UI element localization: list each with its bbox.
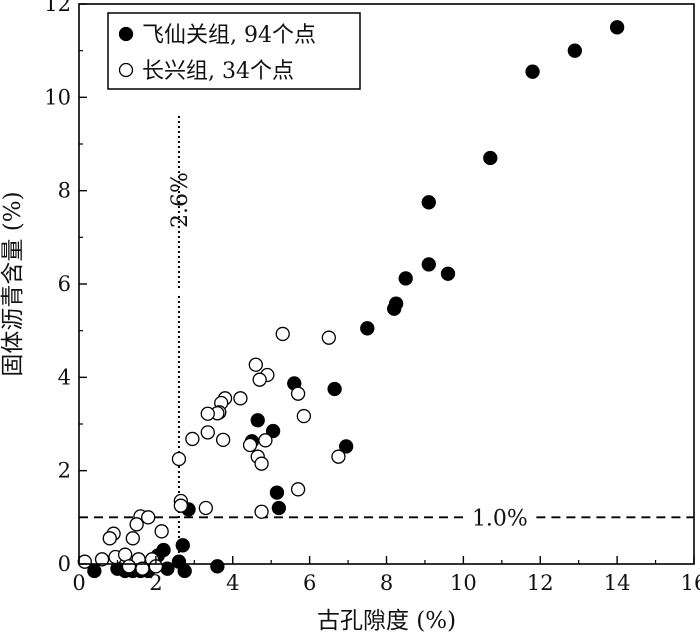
data-point-changxing (173, 498, 189, 513)
data-point-changxing (125, 531, 140, 546)
y-tick-label: 0 (58, 552, 71, 576)
data-point-changxing (248, 357, 263, 372)
data-point-changxing (252, 372, 267, 387)
x-tick-label: 2 (149, 571, 162, 595)
legend-marker (118, 26, 134, 42)
data-point-changxing (185, 431, 200, 447)
legend-marker (118, 62, 134, 78)
y-tick-label: 2 (58, 459, 71, 483)
x-tick-label: 16 (681, 571, 700, 595)
data-point-changxing (254, 456, 269, 471)
data-point-changxing (254, 504, 269, 519)
legend-label: 飞仙关组, 94个点 (142, 23, 316, 48)
x-tick-label: 4 (226, 571, 239, 595)
data-point-changxing (290, 482, 306, 497)
y-tick-label: 6 (58, 272, 71, 296)
data-point-changxing (154, 524, 169, 539)
data-point-changxing (129, 517, 144, 532)
data-point-changxing (141, 510, 156, 525)
data-point-feixianguan (440, 266, 456, 281)
data-point-feixianguan (327, 381, 342, 397)
legend-label: 长兴组, 34个点 (142, 59, 294, 84)
y-tick-label: 4 (58, 365, 71, 389)
data-point-changxing (331, 449, 346, 464)
data-point-feixianguan (269, 485, 285, 500)
data-point-feixianguan (387, 301, 402, 316)
x-tick-label: 14 (604, 571, 631, 595)
data-point-feixianguan (567, 43, 582, 58)
x-tick-label: 10 (450, 571, 477, 595)
data-point-changxing (102, 531, 117, 546)
plot-layer: 2.6% 1.0% (77, 20, 694, 579)
data-point-feixianguan (177, 563, 192, 579)
y-axis-title: 固体沥青含量 (%) (0, 191, 26, 376)
data-point-feixianguan (525, 64, 540, 79)
x-axis-title: 古孔隙度 (%) (317, 608, 456, 634)
data-point-feixianguan (175, 538, 190, 553)
data-point-changxing (198, 500, 213, 516)
data-point-changxing (171, 451, 187, 467)
data-point-feixianguan (360, 321, 375, 336)
data-point-feixianguan (421, 195, 436, 210)
data-point-changxing (117, 547, 133, 562)
data-point-changxing (321, 330, 336, 345)
data-point-feixianguan (265, 423, 281, 439)
data-point-changxing (296, 408, 312, 424)
data-point-feixianguan (398, 271, 413, 286)
data-point-changxing (258, 433, 273, 448)
x-tick-label: 6 (303, 571, 316, 595)
x-tick-label: 12 (527, 571, 554, 595)
data-point-changxing (275, 326, 290, 342)
data-point-changxing (200, 425, 215, 440)
data-point-changxing (94, 552, 110, 567)
data-point-changxing (200, 406, 215, 421)
y-tick-label: 10 (44, 85, 71, 109)
data-point-changxing (135, 561, 150, 576)
y-tick-label: 8 (58, 179, 71, 203)
data-point-changxing (121, 559, 137, 574)
data-point-changxing (233, 391, 248, 406)
data-point-feixianguan (338, 439, 354, 454)
x-tick-label: 8 (380, 571, 393, 595)
x-tick-label: 0 (72, 571, 85, 595)
data-point-changxing (215, 432, 231, 448)
data-point-feixianguan (271, 500, 287, 516)
data-point-feixianguan (250, 413, 265, 428)
data-point-changxing (242, 437, 258, 453)
legend-box (107, 12, 361, 90)
data-point-feixianguan (210, 559, 225, 574)
data-point-changxing (77, 554, 92, 569)
vertical-threshold-label: 2.6% (168, 172, 193, 228)
data-point-feixianguan (421, 257, 436, 272)
data-point-changxing (290, 386, 306, 401)
data-point-feixianguan (609, 20, 625, 35)
data-point-feixianguan (483, 150, 498, 166)
y-tick-label: 12 (44, 0, 71, 16)
horizontal-threshold-label: 1.0% (472, 506, 528, 531)
